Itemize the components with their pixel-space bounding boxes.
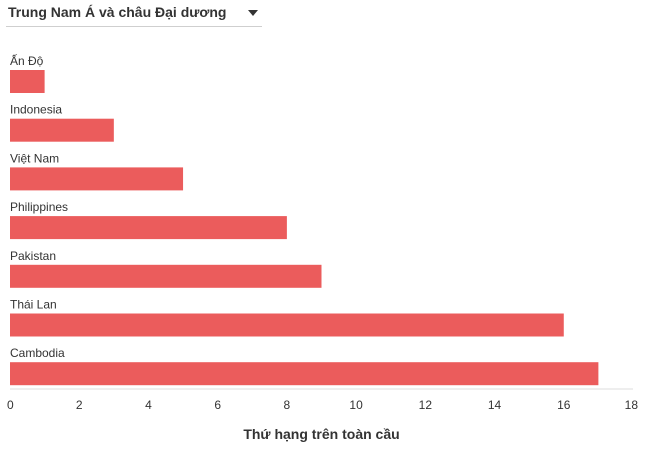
x-tick-label-2: 2: [76, 398, 83, 412]
x-tick-label-14: 14: [488, 398, 502, 412]
category-label-4: Pakistan: [10, 249, 56, 263]
category-label-0: Ấn Độ: [10, 53, 44, 68]
x-tick-labels: 0 2 4 6 8 10 12 14 16 18: [7, 398, 638, 412]
region-dropdown[interactable]: Trung Nam Á và châu Đại dương: [6, 0, 262, 27]
x-tick-label-8: 8: [284, 398, 291, 412]
chevron-down-icon: [248, 10, 258, 16]
x-tick-label-18: 18: [625, 398, 639, 412]
region-dropdown-value: Trung Nam Á và châu Đại dương: [8, 4, 227, 20]
category-label-1: Indonesia: [10, 103, 62, 117]
x-tick-label-0: 0: [7, 398, 14, 412]
x-tick-label-6: 6: [214, 398, 221, 412]
x-tick-label-16: 16: [557, 398, 571, 412]
x-tick-label-4: 4: [145, 398, 152, 412]
category-label-6: Cambodia: [10, 346, 65, 360]
x-axis-title: Thứ hạng trên toàn cầu: [243, 426, 399, 442]
bar-6[interactable]: [10, 362, 599, 386]
x-tick-label-10: 10: [349, 398, 363, 412]
bars-group: [10, 70, 599, 386]
bar-0[interactable]: [10, 70, 45, 93]
bar-4[interactable]: [10, 264, 322, 288]
bar-2[interactable]: [10, 167, 184, 191]
bar-1[interactable]: [10, 118, 114, 142]
x-tick-label-12: 12: [419, 398, 433, 412]
category-label-5: Thái Lan: [10, 298, 57, 312]
category-label-2: Việt Nam: [10, 151, 59, 165]
bar-5[interactable]: [10, 313, 564, 337]
category-labels: Ấn Độ Indonesia Việt Nam Philippines Pakista…: [10, 53, 68, 360]
category-label-3: Philippines: [10, 200, 68, 214]
bar-3[interactable]: [10, 216, 287, 240]
